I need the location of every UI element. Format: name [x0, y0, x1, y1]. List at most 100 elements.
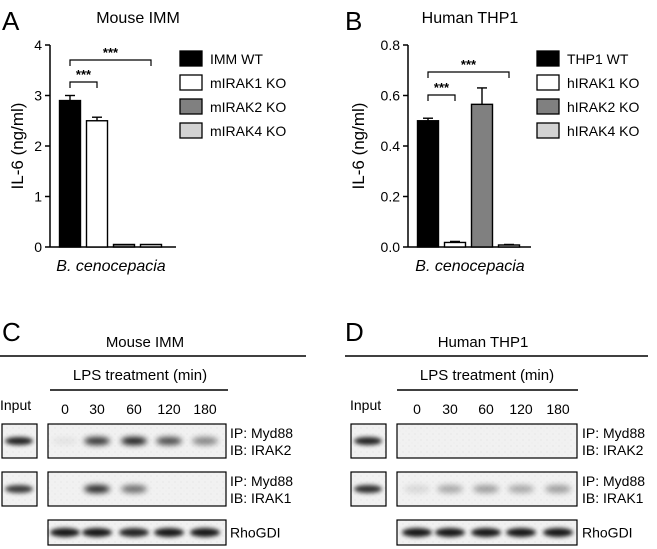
timepoint-label: 0 [413, 401, 421, 417]
timepoint-label: 120 [509, 401, 533, 417]
ip-label: IP: Myd88 [582, 425, 645, 441]
bar [58, 99, 82, 248]
input-band [5, 485, 33, 493]
panel-c: C Mouse IMM LPS treatment (min) Input 0 3… [0, 317, 306, 546]
blot-band [402, 528, 432, 537]
legend-swatch [536, 98, 560, 115]
blot-band [508, 485, 534, 493]
timepoint-label: 0 [61, 401, 69, 417]
timepoint-label: 120 [157, 401, 181, 417]
y-tick-label: 3 [34, 88, 42, 104]
blot-band [84, 485, 110, 493]
blot-band [121, 437, 147, 445]
input-band [354, 437, 382, 445]
blot-c-title: Mouse IMM [106, 334, 184, 351]
bar [139, 243, 163, 248]
blot-band [192, 437, 218, 445]
blot-band [121, 485, 147, 493]
blot-d-treatment-label: LPS treatment (min) [420, 367, 554, 384]
significance-bracket [69, 81, 98, 88]
chart-b-title: Human THP1 [422, 10, 519, 27]
y-tick-label: 0.0 [381, 239, 401, 255]
ib-label: IB: IRAK1 [582, 490, 644, 506]
blot-band [119, 528, 149, 537]
blot-band [82, 528, 112, 537]
panel-b: B Human THP1 IL-6 (ng/ml) B. cenocepacia… [345, 6, 639, 275]
blot-band [435, 528, 465, 537]
y-tick-label: 0.4 [381, 138, 401, 154]
legend-swatch [536, 74, 560, 91]
legend-label: mIRAK2 KO [210, 99, 286, 115]
panel-letter-c: C [2, 317, 21, 347]
legend-label: THP1 WT [567, 51, 629, 67]
chart-a-legend: IMM WT mIRAK1 KO mIRAK2 KO mIRAK4 KO [179, 50, 286, 139]
chart-a-title: Mouse IMM [96, 10, 180, 27]
blot-band [473, 485, 499, 493]
significance-bracket [427, 94, 456, 101]
y-tick-label: 1 [34, 189, 42, 205]
legend-label: hIRAK4 KO [567, 123, 639, 139]
blot-band [190, 528, 220, 537]
significance-bracket [69, 59, 152, 66]
timepoint-label: 30 [89, 401, 105, 417]
blot-band [545, 485, 571, 493]
y-tick-label: 0.6 [381, 88, 401, 104]
blot-c-treatment-label: LPS treatment (min) [73, 367, 207, 384]
blot-d-title: Human THP1 [438, 334, 529, 351]
bar [497, 244, 521, 248]
panel-letter-d: D [345, 317, 364, 347]
blot-band [52, 437, 78, 445]
blot-band [543, 528, 573, 537]
panel-d: D Human THP1 LPS treatment (min) Input 0… [345, 317, 648, 546]
chart-a-ylabel: IL-6 (ng/ml) [8, 103, 27, 190]
bar [470, 103, 494, 248]
blot-d-input-label: Input [350, 397, 381, 413]
blot-band [50, 528, 80, 537]
timepoint-label: 30 [442, 401, 458, 417]
blot-strip [396, 423, 578, 459]
chart-b-legend: THP1 WT hIRAK1 KO hIRAK2 KO hIRAK4 KO [536, 50, 639, 139]
bar [85, 120, 109, 248]
ib-label: IB: IRAK2 [582, 442, 644, 458]
significance-bracket [427, 71, 510, 78]
timepoint-label: 60 [126, 401, 142, 417]
blot-band [156, 437, 182, 445]
blot-band [506, 528, 536, 537]
bar [112, 243, 136, 248]
legend-label: mIRAK4 KO [210, 123, 286, 139]
chart-a-significance: *** *** [69, 45, 152, 88]
legend-swatch [536, 50, 560, 67]
panel-letter-b: B [345, 6, 362, 36]
significance-label: *** [76, 67, 92, 82]
chart-a-bars [58, 94, 163, 248]
legend-swatch [179, 74, 203, 91]
y-tick-label: 0.2 [381, 189, 401, 205]
blot-band [154, 528, 184, 537]
panel-letter-a: A [2, 6, 20, 36]
input-band [354, 485, 382, 493]
y-tick-label: 0.8 [381, 37, 401, 53]
legend-label: mIRAK1 KO [210, 75, 286, 91]
input-band [5, 437, 33, 445]
ip-label: IP: Myd88 [230, 473, 293, 489]
chart-b-ylabel: IL-6 (ng/ml) [349, 103, 368, 190]
chart-b-bars [416, 87, 521, 248]
chart-b-xlabel: B. cenocepacia [415, 258, 525, 275]
legend-label: IMM WT [210, 51, 263, 67]
legend-swatch [179, 122, 203, 139]
chart-a-xlabel: B. cenocepacia [56, 258, 166, 275]
bar [416, 120, 440, 248]
significance-label: *** [434, 80, 450, 95]
loading-control-label: RhoGDI [582, 525, 633, 541]
ip-label: IP: Myd88 [230, 425, 293, 441]
y-tick-label: 4 [34, 37, 42, 53]
ib-label: IB: IRAK1 [230, 490, 292, 506]
loading-control-label: RhoGDI [230, 525, 281, 541]
timepoint-label: 180 [193, 401, 217, 417]
y-tick-label: 0 [34, 239, 42, 255]
blot-band [404, 485, 430, 493]
ib-label: IB: IRAK2 [230, 442, 292, 458]
